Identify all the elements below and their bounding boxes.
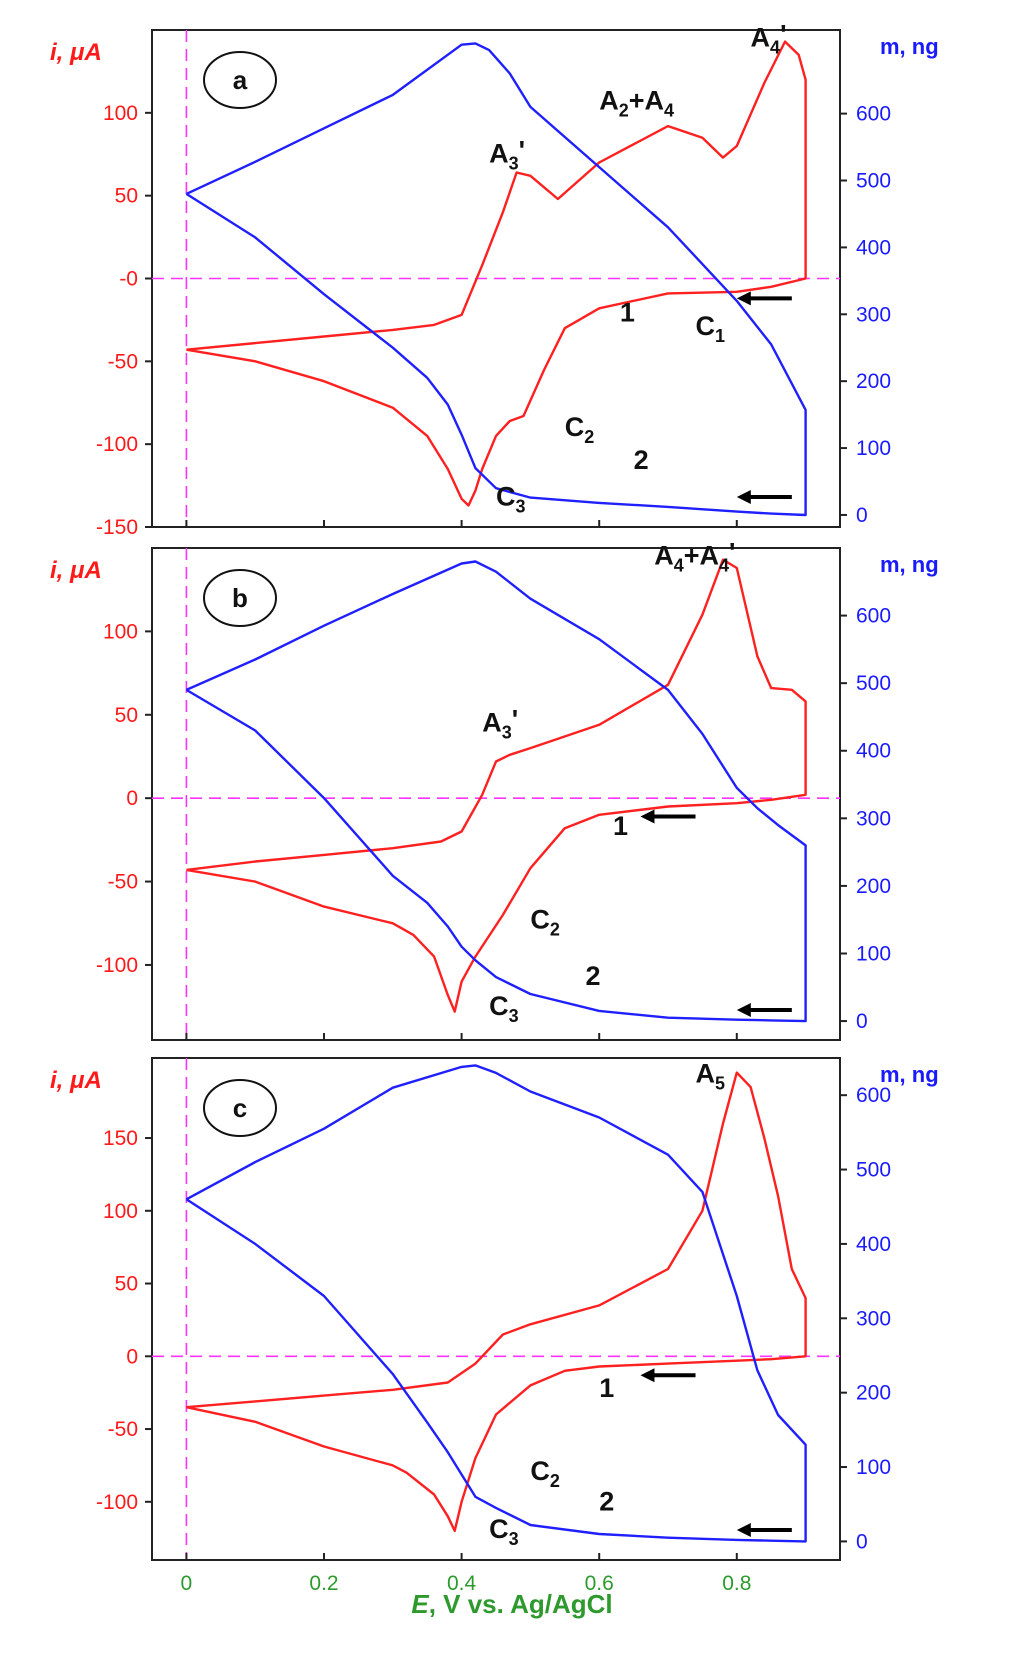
right-tick-label: 400 xyxy=(856,740,891,763)
right-tick-label: 500 xyxy=(856,170,891,193)
right-tick-label: 600 xyxy=(856,103,891,126)
right-tick-label: 600 xyxy=(856,605,891,628)
scan-direction-arrowhead xyxy=(640,809,655,824)
panel-id-label: b xyxy=(232,583,248,613)
right-tick-label: 400 xyxy=(856,236,891,259)
peak-annotation: C2 xyxy=(530,1456,560,1491)
left-tick-label: -150 xyxy=(96,516,138,539)
scan-direction-arrowhead xyxy=(736,1003,751,1017)
peak-annotation: 1 xyxy=(620,298,635,328)
peak-annotation: 1 xyxy=(599,1373,614,1403)
scan-direction-arrowhead xyxy=(736,291,751,306)
left-tick-label: -100 xyxy=(96,1491,138,1514)
right-tick-label: 500 xyxy=(856,1159,891,1182)
peak-annotation: 1 xyxy=(613,811,628,841)
panel-id-label: a xyxy=(233,65,248,95)
current-curve xyxy=(186,558,807,1013)
peak-annotation: C3 xyxy=(489,991,519,1026)
left-tick-label: 100 xyxy=(103,102,138,125)
panel-id-circle xyxy=(203,51,277,109)
plot-frame xyxy=(151,1057,841,1561)
scan-direction-arrowhead xyxy=(640,1368,655,1383)
x-tick-label: 0.4 xyxy=(447,1572,477,1595)
x-axis-label-variable: E xyxy=(411,1589,429,1619)
peak-annotation: A2+A4 xyxy=(599,86,674,121)
left-tick-label: -100 xyxy=(96,954,138,977)
right-tick-label: 0 xyxy=(856,1530,868,1553)
peak-annotation: A4' xyxy=(751,20,787,58)
left-tick-label: 0 xyxy=(126,1345,138,1368)
peak-annotation: A4+A4' xyxy=(654,538,735,576)
peak-annotation: 2 xyxy=(585,961,600,991)
right-tick-label: 400 xyxy=(856,1233,891,1256)
x-tick-label: 0.6 xyxy=(585,1572,614,1595)
panel-id-circle xyxy=(203,569,277,627)
right-tick-label: 100 xyxy=(856,1456,891,1479)
panel-id-circle xyxy=(203,1079,277,1137)
peak-annotation: A3' xyxy=(489,136,525,174)
x-axis-label: E, V vs. Ag/AgCl xyxy=(411,1589,612,1619)
panel-id-label: c xyxy=(233,1093,247,1123)
right-tick-label: 100 xyxy=(856,942,891,965)
scan-direction-arrowhead xyxy=(736,1523,751,1537)
plot-frame xyxy=(151,547,841,1041)
left-tick-label: 50 xyxy=(115,185,138,208)
left-tick-label: 50 xyxy=(115,1273,138,1296)
left-tick-label: -100 xyxy=(96,433,138,456)
peak-annotation: C3 xyxy=(489,1514,519,1549)
peak-annotation: A5 xyxy=(696,1059,726,1094)
left-tick-label: 50 xyxy=(115,704,138,727)
mass-curve xyxy=(185,42,807,517)
right-tick-label: 200 xyxy=(856,370,891,393)
right-tick-label: 100 xyxy=(856,437,891,460)
peak-annotation: C2 xyxy=(565,412,595,447)
left-tick-label: -50 xyxy=(108,871,138,894)
right-tick-label: 300 xyxy=(856,1307,891,1330)
left-tick-label: -0 xyxy=(119,268,138,291)
left-tick-label: -50 xyxy=(108,1418,138,1441)
mass-curve xyxy=(185,1064,807,1543)
right-tick-label: 200 xyxy=(856,1382,891,1405)
mass-curve xyxy=(185,560,807,1023)
peak-annotation: 2 xyxy=(634,445,649,475)
peak-annotation: C2 xyxy=(530,904,560,939)
scan-direction-arrowhead xyxy=(736,490,751,504)
left-tick-label: -50 xyxy=(108,350,138,373)
right-tick-label: 300 xyxy=(856,807,891,830)
left-tick-label: 150 xyxy=(103,1127,138,1150)
right-axis-label: m, ng xyxy=(880,552,939,577)
right-tick-label: 200 xyxy=(856,875,891,898)
right-axis-label: m, ng xyxy=(880,34,939,59)
left-axis-label: i, μA xyxy=(50,39,102,66)
x-tick-label: 0.8 xyxy=(722,1572,751,1595)
left-tick-label: 0 xyxy=(126,787,138,810)
current-curve xyxy=(186,40,807,507)
peak-annotation: C1 xyxy=(696,311,726,346)
left-axis-label: i, μA xyxy=(50,1067,102,1094)
x-tick-label: 0 xyxy=(181,1572,193,1595)
peak-annotation: A3' xyxy=(482,704,518,742)
right-axis-label: m, ng xyxy=(880,1062,939,1087)
x-tick-label: 0.2 xyxy=(309,1572,338,1595)
current-curve xyxy=(186,1071,807,1533)
left-axis-label: i, μA xyxy=(50,557,102,584)
right-tick-label: 0 xyxy=(856,504,868,527)
right-tick-label: 500 xyxy=(856,672,891,695)
peak-annotation: C3 xyxy=(496,481,526,516)
right-tick-label: 600 xyxy=(856,1084,891,1107)
panels-group: 10050-0-50-100-1506005004003002001000i, … xyxy=(50,20,939,1595)
x-axis-label-rest: , V vs. Ag/AgCl xyxy=(429,1589,613,1619)
left-tick-label: 100 xyxy=(103,1200,138,1223)
right-tick-label: 300 xyxy=(856,303,891,326)
peak-annotation: 2 xyxy=(599,1487,614,1517)
panel-a: 100 50 -0 -50 -100 -150 600 500 400 300 200 100 0 i, … xyxy=(50,20,939,539)
left-tick-label: 100 xyxy=(103,620,138,643)
right-tick-label: 0 xyxy=(856,1010,868,1033)
